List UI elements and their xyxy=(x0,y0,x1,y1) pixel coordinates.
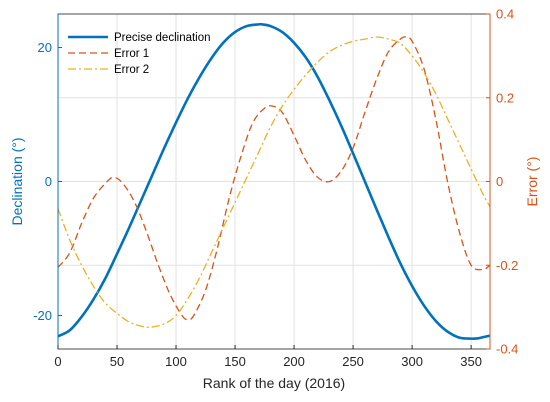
x-tick-label-0: 0 xyxy=(54,354,61,369)
y-right-tick-label-2: 0 xyxy=(496,174,503,189)
y-right-tick-label-0: -0.4 xyxy=(496,342,518,357)
y-right-tick-label-4: 0.4 xyxy=(496,7,514,22)
x-tick-label-6: 300 xyxy=(401,354,423,369)
axes: 0 50 100 150 200 250 300 350 -20 0 20 -0.4 -0.2 0 0.2 0… xyxy=(33,7,518,370)
series-line-error-2 xyxy=(57,36,491,328)
x-tick-label-4: 200 xyxy=(283,354,305,369)
legend-label-0: Precise declination xyxy=(114,32,211,44)
y-axis-title-left: Declination (°) xyxy=(9,137,25,225)
series-lines xyxy=(57,22,491,340)
y-right-tick-label-1: -0.2 xyxy=(496,258,518,273)
x-tick-label-1: 50 xyxy=(110,354,124,369)
x-tick-label-5: 250 xyxy=(342,354,364,369)
series-line-precise-declination xyxy=(57,22,491,340)
x-tick-label-2: 100 xyxy=(165,354,187,369)
y-left-tick-label-1: 0 xyxy=(45,174,52,189)
legend-label-1: Error 1 xyxy=(114,48,149,60)
legend: Precise declination Error 1 Error 2 xyxy=(68,32,211,76)
y-left-tick-label-2: 20 xyxy=(38,40,52,55)
y-right-tick-label-3: 0.2 xyxy=(496,90,514,105)
series-line-error-1 xyxy=(57,36,491,321)
y-axis-title-right: Error (°) xyxy=(524,157,540,207)
y-left-tick-label-0: -20 xyxy=(33,308,52,323)
legend-label-2: Error 2 xyxy=(114,64,149,76)
x-axis-title: Rank of the day (2016) xyxy=(203,375,345,391)
x-tick-label-7: 350 xyxy=(460,354,482,369)
x-tick-label-3: 150 xyxy=(224,354,246,369)
